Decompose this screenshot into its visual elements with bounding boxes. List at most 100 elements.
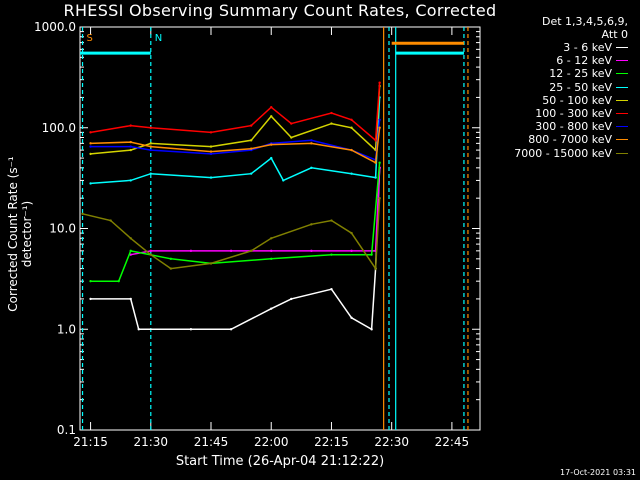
series-point <box>370 328 373 331</box>
series-point <box>89 131 92 134</box>
series-point <box>370 253 373 256</box>
series-point <box>149 126 152 129</box>
legend-entry-label: 25 - 50 keV <box>549 80 612 94</box>
series-point <box>189 328 193 331</box>
legend-swatch <box>616 126 628 128</box>
series-point <box>330 111 333 115</box>
series-point <box>117 279 120 283</box>
legend-entry-label: 800 - 7000 keV <box>528 133 612 147</box>
marker-label: N <box>155 33 162 44</box>
series-point <box>270 307 273 310</box>
series-point <box>330 122 333 125</box>
legend-entry-label: 3 - 6 keV <box>563 41 612 54</box>
series-point <box>350 148 353 152</box>
series-point <box>129 297 132 301</box>
timestamp: 17-Oct-2021 03:31 <box>560 468 636 477</box>
series-point <box>378 161 381 164</box>
series-point <box>129 145 132 148</box>
x-tick-label: 21:30 <box>133 435 168 449</box>
series-point <box>270 156 273 160</box>
x-tick-label: 22:30 <box>374 435 409 449</box>
series-point <box>290 122 293 125</box>
series-point <box>209 152 213 156</box>
marker-label: S <box>87 33 93 44</box>
y-tick-label: 1000.0 <box>34 20 76 34</box>
legend-entry: 3 - 6 keV <box>514 41 628 54</box>
series-point <box>169 267 173 270</box>
series-point <box>290 297 293 301</box>
series-point <box>129 249 132 253</box>
series-point <box>209 150 213 153</box>
series-point <box>350 172 353 175</box>
legend-entry-label: 6 - 12 keV <box>556 54 612 68</box>
series-point <box>89 152 92 156</box>
series-point <box>149 148 152 152</box>
series-point <box>249 147 253 150</box>
legend-entry-label: 50 - 100 keV <box>542 93 612 107</box>
series-point <box>209 131 213 134</box>
series-point <box>290 136 293 139</box>
legend-swatch <box>616 139 628 141</box>
legend-header: Det 1,3,4,5,6,9, Att 0 <box>542 15 628 41</box>
series-point <box>149 249 152 253</box>
series-point <box>89 279 92 283</box>
series-point <box>149 253 152 256</box>
legend-entry: 50 - 100 keV <box>514 94 628 107</box>
series-point <box>129 179 132 182</box>
plot-frame <box>79 26 481 431</box>
legend-entry: 25 - 50 keV <box>514 81 628 94</box>
legend-entry: 12 - 25 keV <box>514 67 628 80</box>
series-point <box>350 249 353 253</box>
series-point <box>270 257 273 261</box>
legend-swatch <box>616 47 628 49</box>
x-tick-label: 21:45 <box>194 435 229 449</box>
series-point <box>129 124 132 127</box>
series-line <box>90 82 381 142</box>
series-point <box>310 139 313 142</box>
series-point <box>89 182 92 185</box>
series-point <box>229 249 233 253</box>
legend-swatch <box>616 152 628 154</box>
series-point <box>189 249 193 253</box>
series-point <box>129 148 132 152</box>
series-point <box>109 219 112 222</box>
series-point <box>89 145 92 148</box>
series-point <box>89 142 92 145</box>
series-point <box>169 257 173 261</box>
series-point <box>374 161 377 164</box>
series-point <box>209 176 213 179</box>
legend-entry: 100 - 300 keV <box>514 107 628 120</box>
series-point <box>229 328 233 331</box>
series-line <box>130 167 381 256</box>
series-line <box>82 198 381 271</box>
y-tick-label: 100.0 <box>42 121 76 135</box>
series-point <box>350 316 353 319</box>
x-tick-label: 22:00 <box>254 435 289 449</box>
series-point <box>378 126 381 129</box>
y-tick-label: 1.0 <box>57 322 76 336</box>
series-point <box>89 297 92 301</box>
series-point <box>310 223 313 226</box>
series-point <box>270 105 273 109</box>
legend-entry: 800 - 7000 keV <box>514 133 628 146</box>
legend-entry-label: 300 - 800 keV <box>535 120 612 134</box>
series-point <box>330 253 333 256</box>
series-point <box>378 196 381 200</box>
y-tick-label: 10.0 <box>49 222 76 236</box>
series-line <box>90 162 381 282</box>
x-axis-label: Start Time (26-Apr-04 21:12:22) <box>175 454 385 469</box>
y-axis-label: Corrected Count Rate (s⁻¹ detector⁻¹) <box>6 156 34 312</box>
series-point <box>149 172 152 175</box>
legend-swatch <box>616 99 628 101</box>
series-point <box>270 115 273 118</box>
series-point <box>374 139 377 142</box>
series-point <box>310 249 313 253</box>
series-point <box>350 126 353 129</box>
legend-entry-label: 12 - 25 keV <box>549 67 612 81</box>
legend-swatch <box>616 73 628 75</box>
series-point <box>209 145 213 148</box>
series-point <box>350 118 353 121</box>
series-point <box>249 139 253 142</box>
series-point <box>350 231 353 235</box>
